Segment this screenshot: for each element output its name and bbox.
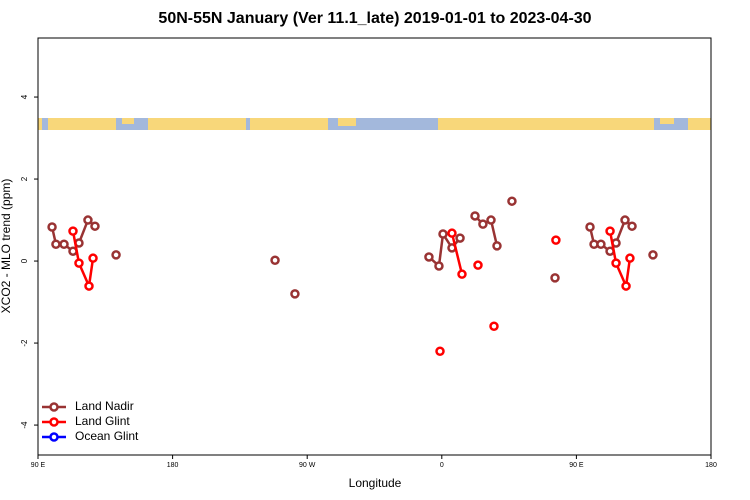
- legend-label: Land Glint: [75, 414, 130, 428]
- point: [470, 211, 480, 221]
- legend-label: Land Nadir: [75, 399, 134, 413]
- point: [620, 215, 630, 225]
- point: [51, 239, 61, 249]
- point: [507, 196, 517, 206]
- point: [627, 221, 637, 231]
- y-tick-label: -4: [20, 421, 29, 429]
- point: [457, 269, 467, 279]
- point: [489, 321, 499, 332]
- point: [90, 221, 100, 231]
- x-tick-label: 90 E: [569, 462, 584, 469]
- point: [290, 289, 300, 299]
- point: [478, 219, 488, 229]
- point: [486, 215, 496, 225]
- point: [551, 235, 561, 245]
- point: [585, 222, 595, 232]
- point: [88, 253, 98, 263]
- point: [473, 260, 483, 270]
- point: [648, 250, 658, 260]
- series-line: [52, 216, 653, 266]
- point: [455, 233, 465, 243]
- legend-label: Ocean Glint: [75, 429, 139, 443]
- point: [625, 253, 635, 263]
- legend-marker: [49, 432, 59, 442]
- point: [68, 226, 78, 236]
- point: [435, 346, 445, 357]
- point: [621, 281, 631, 291]
- x-tick-label: 180: [705, 462, 717, 469]
- y-axis-label: XCO2 - MLO trend (ppm): [0, 179, 13, 314]
- y-tick-label: 4: [20, 94, 29, 99]
- point: [447, 228, 457, 238]
- point: [550, 273, 560, 283]
- legend-marker: [49, 417, 59, 427]
- legend-marker: [49, 402, 59, 412]
- point: [434, 261, 444, 271]
- point: [84, 281, 94, 291]
- point: [83, 215, 93, 225]
- point: [611, 258, 621, 268]
- x-tick-label: 90 E: [31, 462, 46, 469]
- point: [438, 229, 448, 239]
- point: [605, 226, 615, 236]
- y-tick-label: -2: [20, 339, 29, 347]
- y-tick-label: 0: [20, 258, 29, 263]
- point: [74, 258, 84, 268]
- x-tick-label: 0: [440, 462, 444, 469]
- x-tick-label: 180: [167, 462, 179, 469]
- point: [47, 222, 57, 232]
- point: [111, 250, 121, 260]
- x-axis-label: Longitude: [349, 476, 402, 490]
- point: [492, 241, 502, 251]
- plot-frame: [37, 37, 712, 456]
- point: [596, 239, 606, 249]
- series-line: [71, 230, 632, 291]
- x-tick-label: 90 W: [299, 462, 316, 469]
- point: [59, 239, 69, 249]
- land-ocean-strip: [38, 118, 711, 130]
- y-tick-label: 2: [20, 176, 29, 181]
- point: [270, 255, 280, 265]
- point: [424, 252, 434, 262]
- chart-title: 50N-55N January (Ver 11.1_late) 2019-01-…: [158, 10, 591, 27]
